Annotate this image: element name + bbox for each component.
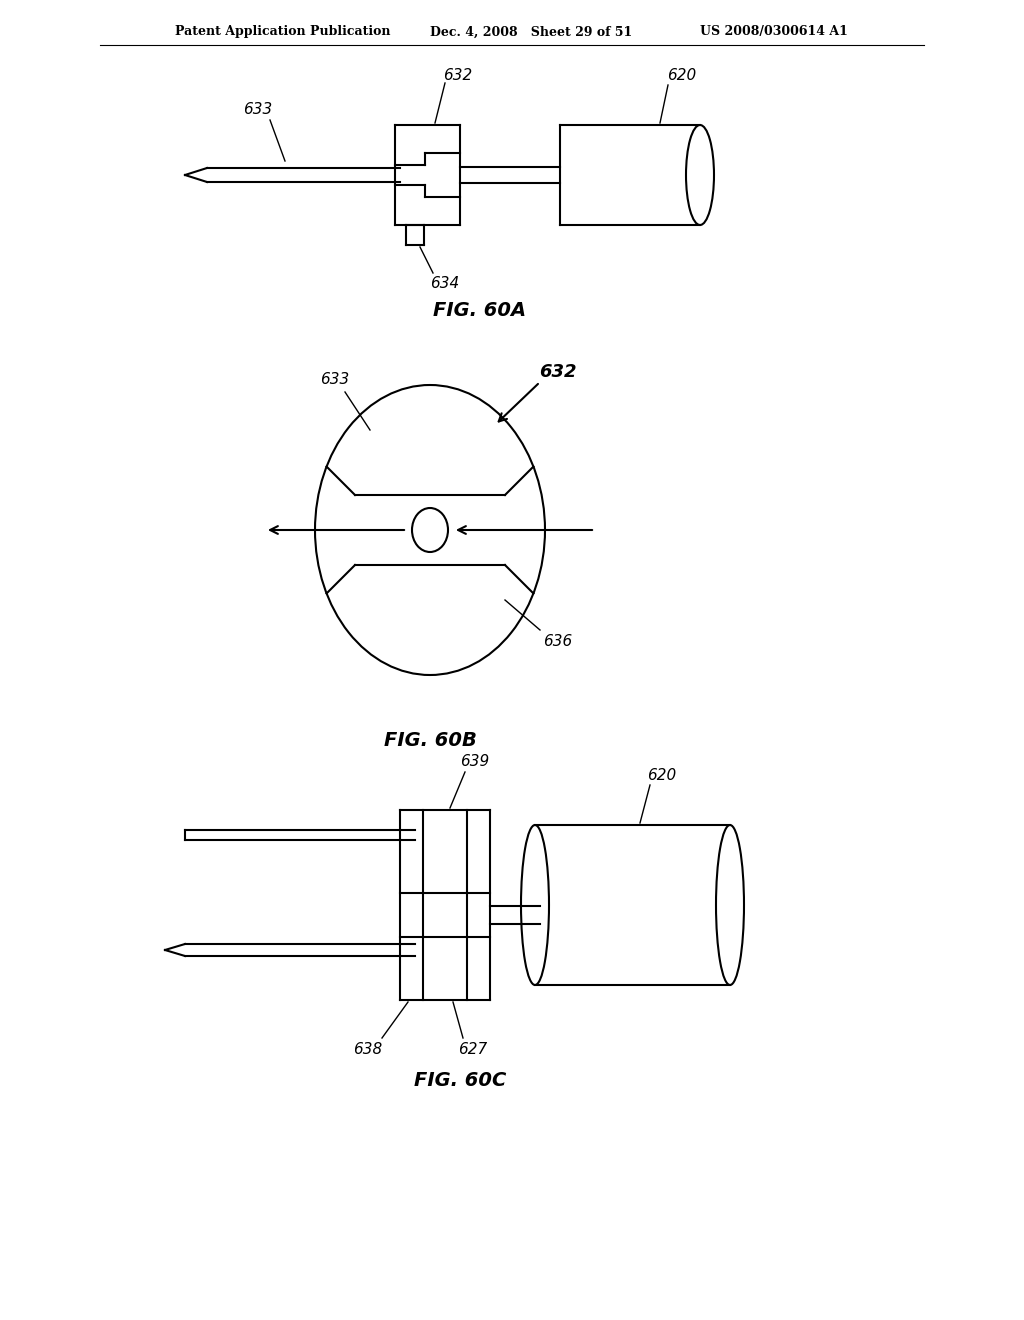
Text: Patent Application Publication: Patent Application Publication [175, 25, 390, 38]
Text: 633: 633 [321, 372, 349, 388]
Text: FIG. 60A: FIG. 60A [433, 301, 526, 319]
Text: 639: 639 [461, 755, 489, 770]
Text: 620: 620 [668, 67, 696, 82]
Text: FIG. 60B: FIG. 60B [384, 730, 476, 750]
Text: US 2008/0300614 A1: US 2008/0300614 A1 [700, 25, 848, 38]
Text: 636: 636 [544, 635, 572, 649]
Text: 632: 632 [443, 67, 473, 82]
Text: 638: 638 [353, 1043, 383, 1057]
Text: 627: 627 [459, 1043, 487, 1057]
Text: 634: 634 [430, 276, 460, 290]
Text: FIG. 60C: FIG. 60C [414, 1071, 506, 1089]
Text: 632: 632 [540, 363, 577, 381]
Text: Dec. 4, 2008   Sheet 29 of 51: Dec. 4, 2008 Sheet 29 of 51 [430, 25, 632, 38]
Text: 633: 633 [244, 103, 272, 117]
Text: 620: 620 [647, 767, 677, 783]
